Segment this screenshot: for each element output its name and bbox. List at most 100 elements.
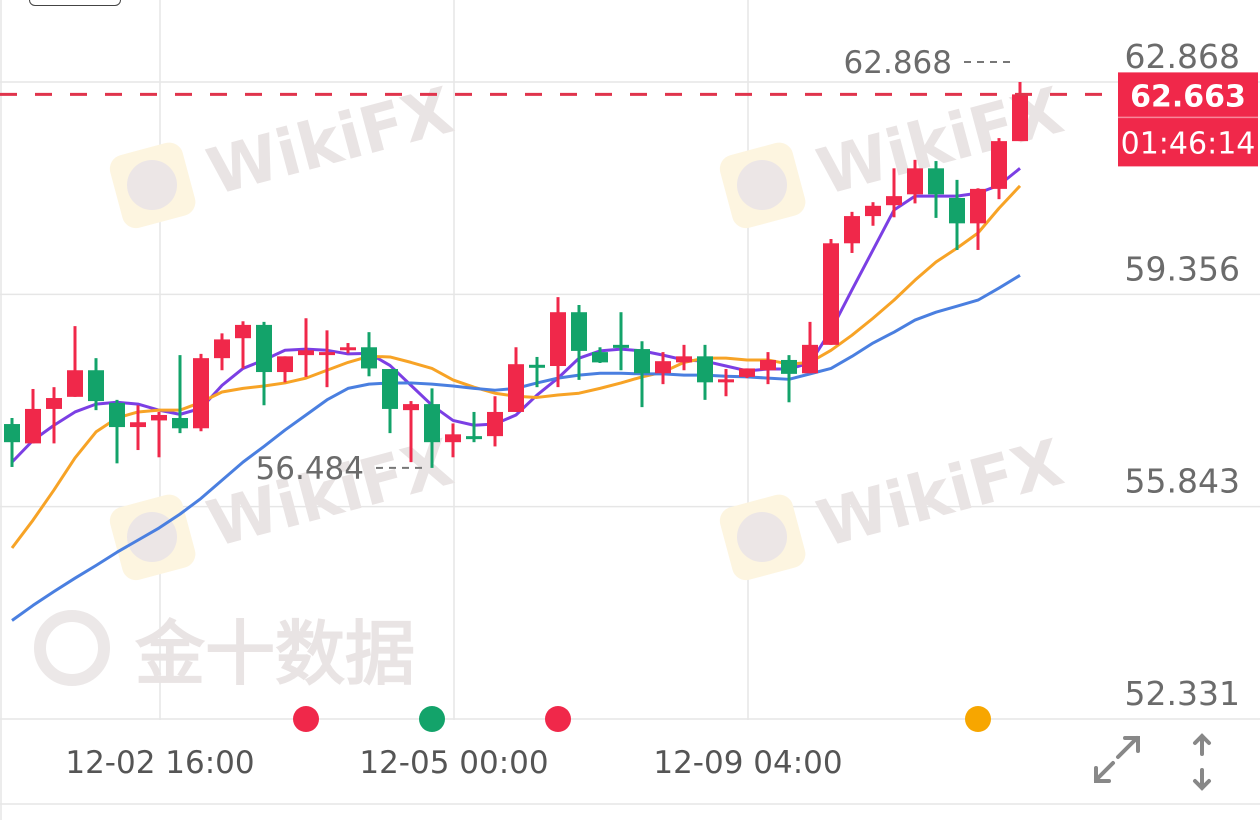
current-price-tag: 62.663 01:46:14 [1118,72,1258,167]
overlay: 62.868 56.484 62.663 01:46:14 [0,45,1258,487]
candle [487,396,503,447]
candle-body [970,188,986,224]
candle [277,356,293,383]
current-price-value: 62.663 [1130,79,1246,114]
candle [844,211,860,253]
candle-body [655,361,671,374]
candle [592,347,608,363]
candle-body [739,368,755,377]
candle [88,358,104,411]
scale-toggle-button[interactable] [1193,733,1211,791]
candles [4,82,1028,468]
candle-body [718,379,734,383]
candle-body [424,404,440,443]
candle-body [214,339,230,359]
candle [802,321,818,374]
candle [109,399,125,464]
candle [907,159,923,204]
candle-body [571,312,587,351]
candle [403,401,419,463]
candle [571,304,587,380]
candle-body [487,411,503,437]
candle-body [172,418,188,429]
x-tick-label: 12-02 16:00 [65,745,254,781]
candle-body [508,364,524,412]
candle [319,330,335,388]
candle-body [613,344,629,348]
candle-body [928,168,944,195]
wikifx-logo: WikiFX [719,426,1071,581]
y-tick-label: 59.356 [1125,249,1240,288]
wikifx-watermark: WikiFX [810,426,1071,562]
candle [760,352,776,385]
candle-body [46,398,62,409]
candle [634,341,650,408]
event-marker[interactable] [965,706,991,732]
countdown-timer: 01:46:14 [1121,126,1256,161]
candle [865,202,881,226]
candle [655,352,671,385]
candle-body [697,356,713,383]
candle [508,347,524,412]
candle [550,297,566,388]
y-axis: 62.868 59.356 55.843 52.331 [1125,37,1240,713]
candle-body [235,324,251,339]
candle-body [907,168,923,195]
event-markers [293,706,991,732]
candle-body [466,436,482,440]
candle [928,161,944,218]
candle-body [1012,94,1028,142]
candle-body [865,205,881,217]
candle-body [151,414,167,421]
candle [991,138,1007,200]
candle-body [802,344,818,374]
candle-body [109,402,125,428]
candle-body [67,370,83,397]
candle-body [676,356,692,363]
y-tick-label: 62.868 [1125,37,1240,76]
min-price-label: 56.484 [256,451,364,487]
candle [4,418,20,467]
candle-body [550,312,566,367]
candle-body [445,434,461,443]
candle-body [949,197,965,224]
candle-body [634,349,650,374]
event-marker[interactable] [545,706,571,732]
candle [781,355,797,403]
candle [130,405,146,451]
candle-body [592,352,608,363]
candle-body [340,347,356,351]
candle-body [25,408,41,444]
candle-body [844,216,860,244]
candle-body [760,359,776,371]
y-tick-label: 52.331 [1125,674,1240,713]
candle [823,239,839,345]
candle [676,344,692,371]
up-down-arrows-icon [1193,733,1211,791]
candle-body [298,350,314,356]
candle-body [361,347,377,369]
candle [340,343,356,354]
candle [25,388,41,444]
event-marker[interactable] [293,706,319,732]
jin10-watermark: 金十数据 [134,613,415,695]
candle [445,423,461,458]
expand-button[interactable] [1094,736,1140,783]
candle-body [823,243,839,345]
candle-body [781,359,797,374]
y-tick-label: 55.843 [1125,462,1240,501]
x-axis: 12-02 16:00 12-05 00:00 12-09 04:00 [65,745,842,781]
x-tick-label: 12-09 04:00 [653,745,842,781]
candle-body [403,404,419,411]
candle [67,326,83,397]
x-tick-label: 12-05 00:00 [359,745,548,781]
candle-body [382,369,398,409]
event-marker[interactable] [419,706,445,732]
candle [466,411,482,443]
candle [739,368,755,379]
candle [151,411,167,458]
expand-icon [1094,736,1140,783]
candle [949,179,965,250]
candle-body [88,370,104,402]
